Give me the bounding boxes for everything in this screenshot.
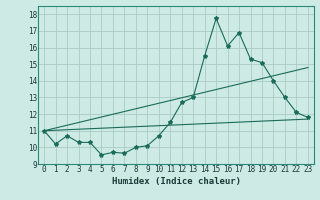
X-axis label: Humidex (Indice chaleur): Humidex (Indice chaleur) xyxy=(111,177,241,186)
